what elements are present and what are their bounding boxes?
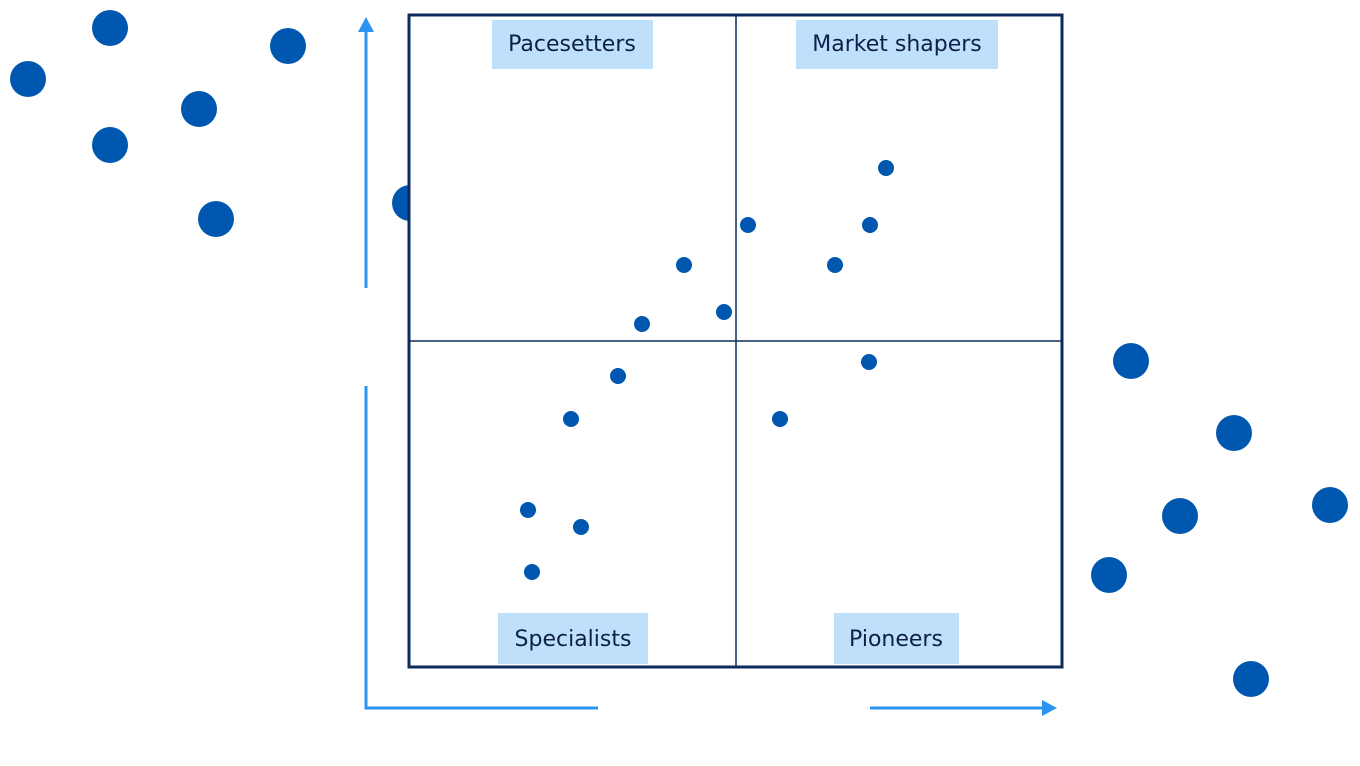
dot — [573, 519, 589, 535]
quadrant-labels: Pacesetters Market shapers Specialists P… — [492, 20, 998, 664]
quadrant-label: Pioneers — [849, 627, 943, 652]
plot-dots — [520, 160, 894, 580]
dot — [1216, 415, 1252, 451]
dot — [827, 257, 843, 273]
dot — [1233, 661, 1269, 697]
dot — [92, 10, 128, 46]
dot — [520, 502, 536, 518]
y-arrowhead — [358, 17, 374, 32]
dot — [563, 411, 579, 427]
dot — [861, 354, 877, 370]
dot — [878, 160, 894, 176]
quadrant-label: Specialists — [515, 627, 632, 652]
dot — [634, 316, 650, 332]
dot — [181, 91, 217, 127]
dot — [524, 564, 540, 580]
dot — [270, 28, 306, 64]
quadrant-label: Pacesetters — [508, 32, 636, 57]
dot — [92, 127, 128, 163]
dot — [1162, 498, 1198, 534]
dot — [676, 257, 692, 273]
dot — [862, 217, 878, 233]
label-background — [492, 20, 653, 69]
dot — [772, 411, 788, 427]
dot — [1113, 343, 1149, 379]
dot — [740, 217, 756, 233]
dot — [198, 201, 234, 237]
label-background — [498, 613, 648, 664]
label-background — [834, 613, 959, 664]
axes — [358, 17, 1057, 716]
dot — [716, 304, 732, 320]
quadrant-label: Market shapers — [812, 32, 982, 57]
label-background — [796, 20, 998, 69]
axis-corner — [364, 386, 598, 710]
dot — [10, 61, 46, 97]
dot — [1312, 487, 1348, 523]
x-arrowhead — [1042, 700, 1057, 716]
dot — [610, 368, 626, 384]
dot — [1091, 557, 1127, 593]
